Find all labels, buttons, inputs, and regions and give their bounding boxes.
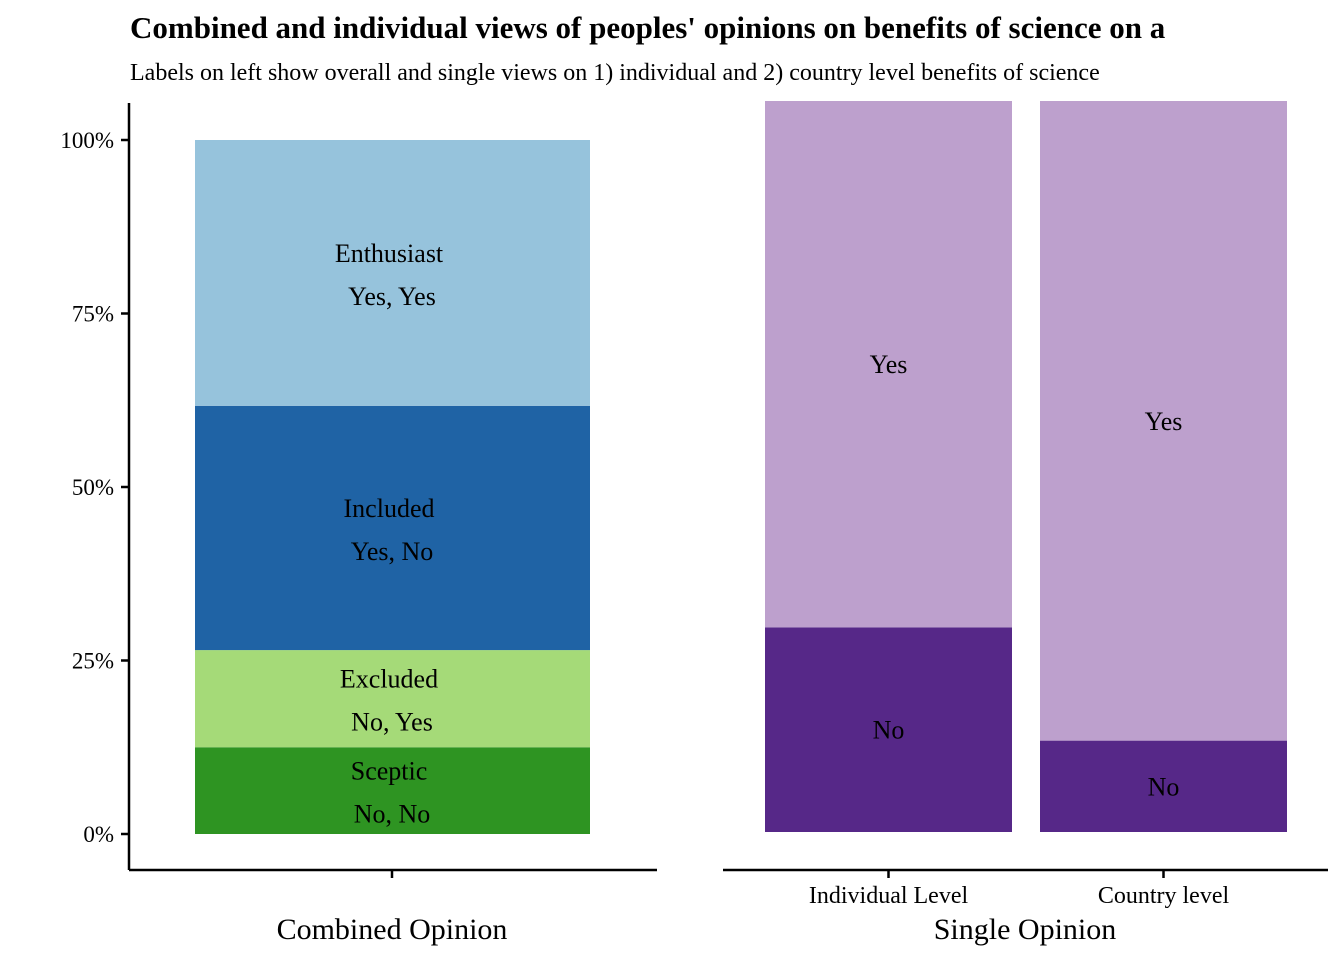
combined-opinion-panel: 0% 25% 50% 75% 100% Sceptic No, No Excluded No, … xyxy=(60,103,657,946)
bar-label-country-level-yes: Yes xyxy=(1145,407,1183,436)
y-tick-label: 100% xyxy=(60,128,114,153)
segment-label-included: Included xyxy=(344,494,435,523)
segment-label-enthusiast: Enthusiast xyxy=(335,239,444,268)
segment-sublabel-enthusiast: Yes, Yes xyxy=(348,282,436,311)
x-tick-label-country-level: Country level xyxy=(1098,883,1230,909)
bar-segment-sceptic xyxy=(195,747,590,834)
chart-subtitle: Labels on left show overall and single v… xyxy=(130,60,1100,86)
y-tick-label: 0% xyxy=(83,822,114,847)
x-tick-label-individual-level: Individual Level xyxy=(809,883,969,909)
y-tick-label: 75% xyxy=(72,302,114,327)
segment-label-sceptic: Sceptic xyxy=(351,757,428,786)
x-axis-title-combined: Combined Opinion xyxy=(277,913,508,946)
bar-segment-included xyxy=(195,405,590,651)
bar-label-country-level-no: No xyxy=(1148,772,1180,801)
bar-label-individual-level-no: No xyxy=(873,716,905,745)
bar-country-level-yes xyxy=(1040,101,1287,741)
segment-sublabel-sceptic: No, No xyxy=(354,800,431,829)
single-opinion-panel: No Yes Individual Level No Yes Country level S… xyxy=(723,101,1328,946)
bar-segment-enthusiast xyxy=(195,140,590,406)
x-axis-title-single: Single Opinion xyxy=(934,913,1117,946)
bar-individual-level-yes xyxy=(765,101,1012,628)
bar-label-individual-level-yes: Yes xyxy=(870,350,908,379)
segment-label-excluded: Excluded xyxy=(340,665,438,694)
bar-segment-excluded xyxy=(195,650,590,748)
segment-sublabel-included: Yes, No xyxy=(351,537,434,566)
bar-individual-level-no xyxy=(765,627,1012,832)
bar-country-level-no xyxy=(1040,740,1287,832)
chart-title: Combined and individual views of peoples… xyxy=(130,10,1166,45)
y-tick-label: 50% xyxy=(72,475,114,500)
segment-sublabel-excluded: No, Yes xyxy=(351,708,433,737)
y-tick-label: 25% xyxy=(72,649,114,674)
